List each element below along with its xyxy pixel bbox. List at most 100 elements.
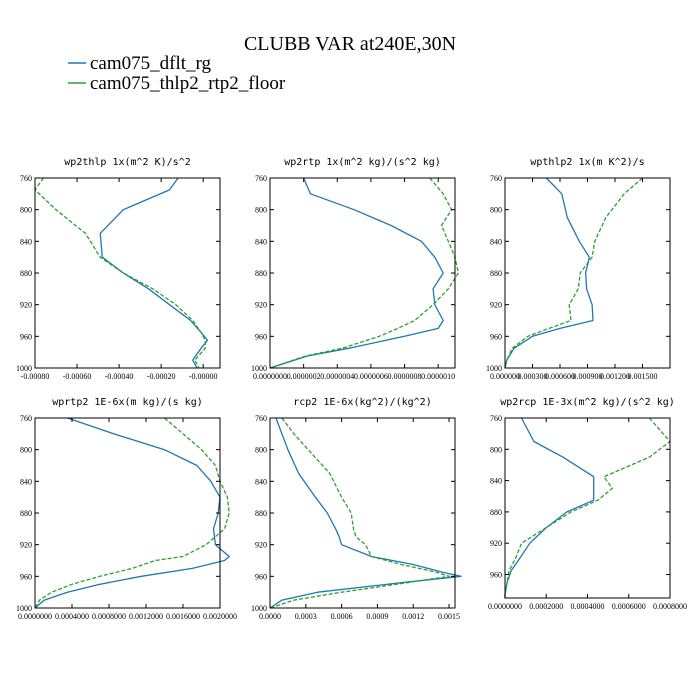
x-tick-label: 0.000900: [573, 372, 603, 381]
y-tick-label: 880: [255, 269, 267, 278]
x-tick-label: 0.0004000: [571, 602, 605, 611]
x-tick-label: -0.00060: [63, 372, 92, 381]
series-line-dflt: [269, 417, 462, 609]
y-tick-label: 1000: [16, 364, 32, 373]
y-tick-label: 840: [490, 477, 502, 486]
x-tick-label: 0.000600: [545, 372, 575, 381]
y-tick-label: 920: [255, 301, 267, 310]
panel-5: rcp2 1E-6x(kg^2)/(kg^2) 760 800 840 880 920 96…: [251, 397, 462, 621]
series-line-dflt: [99, 177, 209, 369]
y-tick-label: 800: [20, 446, 32, 455]
series-line-floor: [269, 177, 460, 369]
x-tick-label: 0.0020000: [203, 612, 237, 621]
x-tick-label: 0.0000006: [354, 372, 388, 381]
x-tick-label: 0.0000002: [287, 372, 321, 381]
x-tick-label: 0.0000: [259, 612, 281, 621]
y-tick-label: 920: [490, 539, 502, 548]
y-tick-label: 840: [255, 237, 267, 246]
legend-label-dflt: cam075_dflt_rg: [90, 53, 212, 74]
y-tick-label: 920: [20, 301, 32, 310]
x-tick-label: 0.000300: [518, 372, 548, 381]
y-tick-label: 880: [490, 508, 502, 517]
x-tick-label: -0.00020: [147, 372, 176, 381]
panels: wp2thlp 1x(m^2 K)/s^2 760 800 840 880 920 960 1…: [16, 157, 687, 621]
panel-title: wpthlp2 1x(m K^2)/s: [530, 157, 644, 168]
panel-4: wprtp2 1E-6x(m kg)/(s kg) 760 800 840 880 920…: [16, 397, 237, 621]
y-tick-label: 960: [255, 572, 267, 581]
y-tick-label: 960: [490, 571, 502, 580]
y-tick-label: 760: [255, 414, 267, 423]
y-tick-label: 920: [255, 541, 267, 550]
series-line-dflt: [269, 177, 444, 369]
y-tick-label: 800: [490, 206, 502, 215]
panel-2: wp2rtp 1x(m^2 kg)/(s^2 kg) 760 800 840 880 92…: [251, 157, 460, 381]
series-line-floor: [504, 417, 671, 598]
panel-1: wp2thlp 1x(m^2 K)/s^2 760 800 840 880 920 960 1…: [16, 157, 221, 381]
plot-frame: [269, 177, 456, 369]
y-tick-label: 800: [255, 206, 267, 215]
y-tick-label: 800: [490, 445, 502, 454]
y-tick-label: 1000: [486, 364, 502, 373]
x-tick-label: 0.0000000: [18, 612, 52, 621]
panel-6: wp2rcp 1E-3x(m^2 kg)/(s^2 kg) 760 800 840 88…: [488, 397, 687, 611]
y-tick-label: 760: [20, 414, 32, 423]
panel-title: wp2rtp 1x(m^2 kg)/(s^2 kg): [284, 157, 441, 168]
x-tick-label: 0.0016000: [166, 612, 200, 621]
y-tick-label: 840: [255, 477, 267, 486]
x-tick-label: 0.0000000: [488, 602, 522, 611]
plot-frame: [504, 177, 671, 369]
x-tick-label: 0.0002000: [529, 602, 563, 611]
y-tick-label: 800: [255, 446, 267, 455]
y-tick-label: 760: [490, 174, 502, 183]
y-tick-label: 1000: [16, 604, 32, 613]
y-tick-label: 920: [490, 301, 502, 310]
x-tick-label: 0.0012000: [129, 612, 163, 621]
x-tick-label: 0.0000000: [253, 372, 287, 381]
x-tick-label: 0.0003: [295, 612, 317, 621]
x-tick-label: 0.0015: [438, 612, 460, 621]
series-line-floor: [504, 177, 643, 369]
x-tick-label: -0.00040: [105, 372, 134, 381]
x-tick-label: 0.0008000: [92, 612, 126, 621]
x-tick-label: 0.0009: [366, 612, 388, 621]
series-line-floor: [34, 417, 230, 609]
panel-title: rcp2 1E-6x(kg^2)/(kg^2): [293, 397, 431, 408]
x-tick-label: -0.00080: [21, 372, 50, 381]
legend-label-floor: cam075_thlp2_rtp2_floor: [90, 73, 286, 94]
y-tick-label: 960: [20, 332, 32, 341]
x-tick-label: 0.0000004: [320, 372, 354, 381]
y-tick-label: 960: [20, 572, 32, 581]
y-tick-label: 960: [490, 332, 502, 341]
series-line-floor: [269, 417, 450, 609]
y-tick-label: 840: [20, 237, 32, 246]
x-tick-label: 0.000000: [490, 372, 520, 381]
panel-title: wp2rcp 1E-3x(m^2 kg)/(s^2 kg): [500, 397, 675, 408]
panel-3: wpthlp2 1x(m K^2)/s 760 800 840 880 920 960 100…: [486, 157, 671, 381]
series-line-dflt: [504, 177, 594, 369]
series-line-floor: [34, 177, 206, 369]
legend: cam075_dflt_rg cam075_thlp2_rtp2_floor: [68, 53, 286, 94]
figure-title: CLUBB VAR at240E,30N: [244, 33, 456, 55]
series-line-dflt: [34, 417, 230, 609]
x-tick-label: -0.00000: [189, 372, 218, 381]
x-tick-label: 0.0008000: [653, 602, 687, 611]
plot-frame: [504, 417, 671, 599]
x-tick-label: 0.0012: [402, 612, 424, 621]
x-tick-label: 0.0000010: [421, 372, 455, 381]
x-tick-label: 0.001200: [600, 372, 630, 381]
y-tick-label: 920: [20, 541, 32, 550]
panel-title: wprtp2 1E-6x(m kg)/(s kg): [52, 397, 203, 408]
y-tick-label: 880: [490, 269, 502, 278]
y-tick-label: 760: [490, 414, 502, 423]
x-tick-label: 0.0004000: [55, 612, 89, 621]
y-tick-label: 1000: [251, 364, 267, 373]
y-tick-label: 840: [490, 237, 502, 246]
y-tick-label: 800: [20, 206, 32, 215]
plot-frame: [34, 177, 221, 369]
y-tick-label: 760: [20, 174, 32, 183]
y-tick-label: 880: [20, 269, 32, 278]
y-tick-label: 840: [20, 477, 32, 486]
x-tick-label: 0.0006: [331, 612, 353, 621]
y-tick-label: 1000: [251, 604, 267, 613]
